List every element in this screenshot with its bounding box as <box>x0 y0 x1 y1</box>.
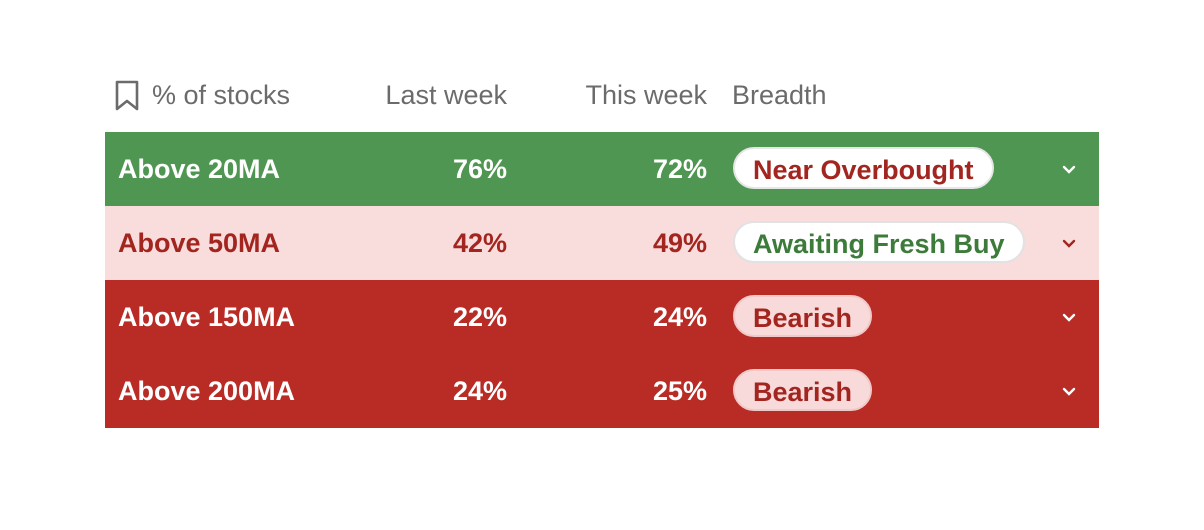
last-week: 76% <box>452 154 507 184</box>
breadth-badge: Bearish <box>733 295 873 337</box>
row-label: Above 50MA <box>118 228 281 258</box>
header-label: % of stocks <box>152 80 291 110</box>
row-label: Above 20MA <box>118 154 281 184</box>
last-week: 42% <box>452 228 507 258</box>
table-row[interactable]: Above 20MA 76% 72% Near Overbought <box>105 132 1099 206</box>
this-week: 25% <box>652 376 707 406</box>
last-week: 22% <box>452 302 507 332</box>
expand-chevron[interactable] <box>1060 236 1078 250</box>
table-row[interactable]: Above 200MA 24% 25% Bearish <box>105 354 1099 428</box>
expand-chevron[interactable] <box>1060 384 1078 398</box>
expand-chevron[interactable] <box>1060 162 1078 176</box>
header-label: Last week <box>385 80 507 110</box>
breadth-badge: Near Overbought <box>733 147 994 189</box>
this-week: 24% <box>652 302 707 332</box>
header-label: Breadth <box>732 80 827 110</box>
row-label: Above 200MA <box>118 376 296 406</box>
expand-chevron[interactable] <box>1060 310 1078 324</box>
last-week: 24% <box>452 376 507 406</box>
table-row[interactable]: Above 150MA 22% 24% Bearish <box>105 280 1099 354</box>
breadth-badge: Bearish <box>733 369 873 411</box>
this-week: 72% <box>652 154 707 184</box>
breadth-badge: Awaiting Fresh Buy <box>733 221 1025 263</box>
table-row[interactable]: Above 50MA 42% 49% Awaiting Fresh Buy <box>105 206 1099 280</box>
header-label: This week <box>585 80 707 110</box>
bookmark-icon[interactable] <box>114 80 140 112</box>
this-week: 49% <box>652 228 707 258</box>
row-label: Above 150MA <box>118 302 296 332</box>
